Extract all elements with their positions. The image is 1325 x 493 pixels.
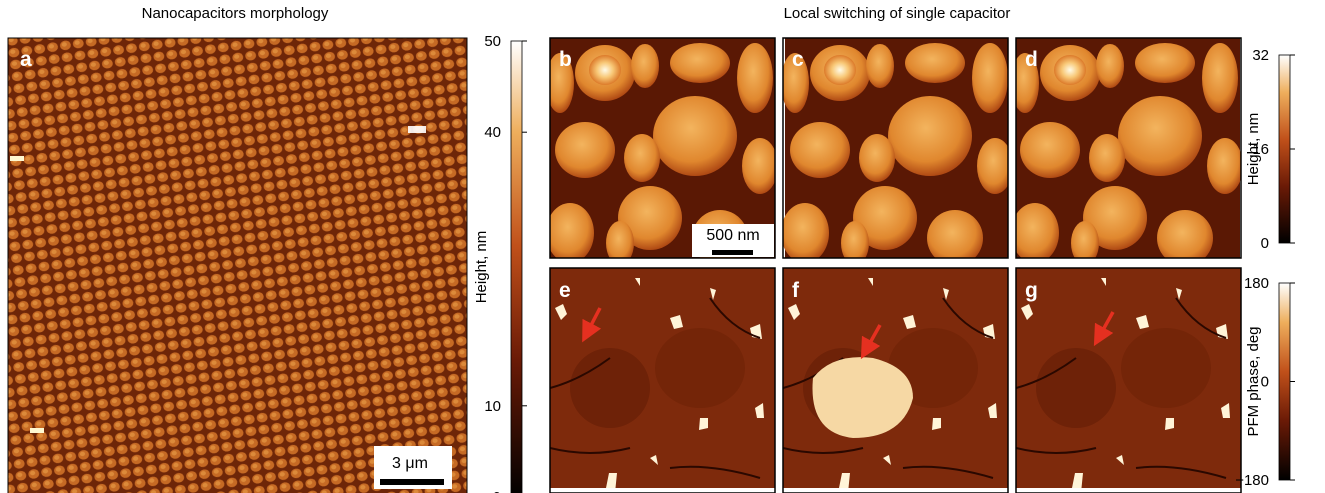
panel-label: c bbox=[792, 48, 804, 71]
scale-bar bbox=[380, 479, 444, 485]
colorbar-tick-label: 10 bbox=[484, 398, 501, 415]
panel-e-image bbox=[550, 268, 775, 493]
colorbar bbox=[511, 41, 522, 493]
panel-label: e bbox=[559, 279, 571, 302]
colorbar-tick-label: 180 bbox=[1244, 275, 1269, 292]
panel-label: d bbox=[1025, 48, 1038, 71]
colorbar-tick-label: 16 bbox=[1252, 141, 1269, 158]
figure: Nanocapacitors morphology Local switchin… bbox=[0, 0, 1325, 493]
title: Nanocapacitors morphology bbox=[142, 5, 329, 22]
colorbar-tick-label: 50 bbox=[484, 33, 501, 50]
panel-label: a bbox=[20, 48, 32, 71]
panel-c-image bbox=[781, 38, 1013, 266]
scale-bar-label: 500 nm bbox=[706, 227, 759, 244]
panel-label: f bbox=[792, 279, 800, 302]
panel-label: b bbox=[559, 48, 572, 71]
colorbar-label: PFM phase, deg bbox=[1245, 326, 1262, 436]
colorbar-label: Height, nm bbox=[473, 231, 490, 304]
title: Local switching of single capacitor bbox=[784, 5, 1011, 22]
colorbar-tick-label: 32 bbox=[1252, 47, 1269, 64]
scale-bar-label: 3 μm bbox=[392, 455, 428, 472]
panel-g-image bbox=[1016, 268, 1241, 493]
colorbar-tick-label: 0 bbox=[1261, 374, 1269, 391]
panel-f-image bbox=[783, 268, 1008, 493]
colorbar bbox=[1279, 283, 1290, 480]
panel-d-image bbox=[1011, 38, 1243, 266]
colorbar-tick-label: 40 bbox=[484, 124, 501, 141]
colorbar bbox=[1279, 55, 1290, 243]
colorbar-tick-label: 0 bbox=[493, 489, 501, 493]
colorbar-tick-label: 0 bbox=[1261, 235, 1269, 252]
scale-bar bbox=[712, 250, 753, 255]
panel-a-image bbox=[8, 38, 467, 493]
panel-label: g bbox=[1025, 279, 1038, 302]
colorbar-tick-label: −180 bbox=[1235, 472, 1269, 489]
